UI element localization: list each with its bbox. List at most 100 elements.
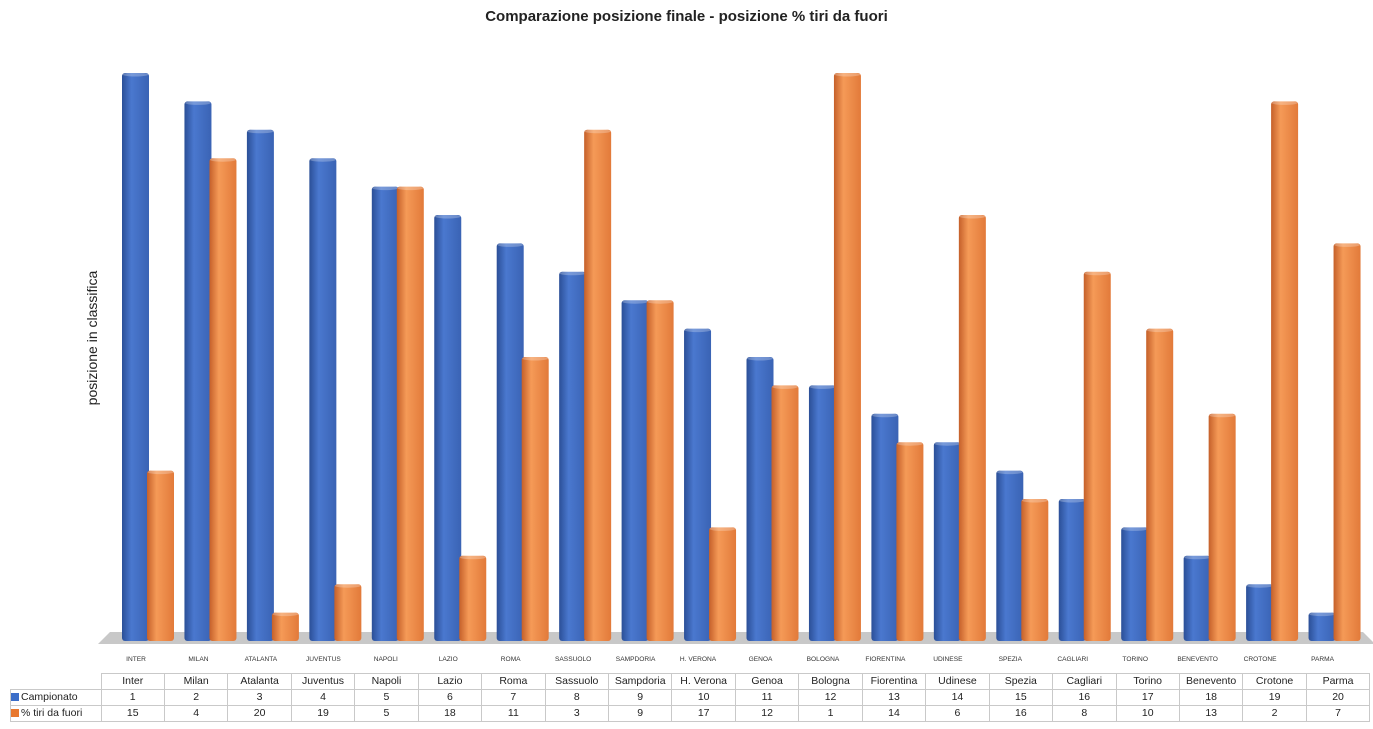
- table-header-cell: Fiorentina: [861, 673, 927, 690]
- table-cell: 19: [1242, 689, 1307, 706]
- legend-label: % tiri da fuori: [21, 707, 83, 719]
- legend-tiri-da-fuori: % tiri da fuori: [10, 705, 102, 722]
- bar-tiri-da-fuori-5: [459, 555, 487, 641]
- table-header-cell: Inter: [100, 673, 165, 690]
- table-cell: 8: [1052, 705, 1117, 722]
- bar-campionato-3: [309, 157, 337, 641]
- table-header-cell: Napoli: [354, 673, 419, 690]
- table-header-cell: H. Verona: [671, 673, 736, 690]
- bar-campionato-5: [434, 214, 462, 641]
- table-corner: [10, 673, 102, 690]
- bar-campionato-2: [246, 129, 274, 642]
- bar-campionato-1: [184, 100, 212, 641]
- table-header-cell: Sassuolo: [544, 673, 610, 690]
- bar-campionato-11: [808, 384, 836, 641]
- x-tick-label-12: FIORENTINA: [865, 656, 906, 663]
- x-tick-label-3: JUVENTUS: [306, 656, 341, 663]
- bar-tiri-da-fuori-4: [396, 186, 424, 641]
- table-cell: 14: [861, 705, 927, 722]
- legend-label: Campionato: [21, 691, 78, 703]
- table-cell: 11: [481, 705, 546, 722]
- bar-campionato-14: [996, 470, 1024, 641]
- bar-campionato-6: [496, 242, 524, 641]
- bar-campionato-16: [1121, 526, 1149, 641]
- table-cell: 2: [163, 689, 229, 706]
- table-header-cell: Roma: [481, 673, 546, 690]
- table-header-cell: Atalanta: [227, 673, 292, 690]
- table-header-cell: Juventus: [290, 673, 356, 690]
- table-header-cell: Genoa: [734, 673, 800, 690]
- x-tick-label-13: UDINESE: [933, 656, 963, 663]
- table-cell: 6: [925, 705, 990, 722]
- bar-tiri-da-fuori-16: [1146, 328, 1174, 641]
- table-cell: 9: [607, 689, 673, 706]
- table-cell: 7: [481, 689, 546, 706]
- table-cell: 17: [671, 705, 736, 722]
- bar-campionato-0: [122, 72, 149, 641]
- table-cell: 20: [227, 705, 292, 722]
- x-tick-label-4: NAPOLI: [374, 656, 398, 663]
- legend-key-icon: [11, 693, 19, 701]
- table-cell: 13: [1178, 705, 1244, 722]
- bar-tiri-da-fuori-7: [584, 129, 612, 642]
- bar-tiri-da-fuori-14: [1021, 498, 1049, 641]
- data-table: Inter Milan Atalanta Juventus Napoli Lazio Rom…: [10, 673, 1371, 722]
- table-cell: 20: [1305, 689, 1371, 706]
- bar-tiri-da-fuori-0: [147, 470, 174, 641]
- table-cell: 3: [544, 705, 610, 722]
- bar-tiri-da-fuori-1: [209, 157, 237, 641]
- bar-campionato-15: [1058, 498, 1086, 641]
- table-header-cell: Milan: [163, 673, 229, 690]
- x-tick-label-10: GENOA: [749, 656, 773, 663]
- bar-tiri-da-fuori-17: [1208, 413, 1236, 641]
- table-cell: 12: [798, 689, 863, 706]
- bar-campionato-7: [559, 271, 587, 641]
- table-cell: 15: [100, 705, 165, 722]
- chart-title: Comparazione posizione finale - posizion…: [485, 8, 888, 25]
- bar-tiri-da-fuori-10: [771, 384, 799, 641]
- table-cell: 17: [1115, 689, 1180, 706]
- x-tick-label-15: CAGLIARI: [1057, 656, 1088, 663]
- table-cell: 5: [354, 689, 419, 706]
- bar-campionato-8: [621, 299, 649, 641]
- table-cell: 1: [100, 689, 165, 706]
- x-tick-label-7: SASSUOLO: [555, 656, 591, 663]
- table-cell: 10: [1115, 705, 1180, 722]
- bar-campionato-17: [1183, 555, 1211, 641]
- table-header-cell: Parma: [1305, 673, 1371, 690]
- bar-campionato-9: [684, 328, 712, 641]
- table-header-cell: Benevento: [1178, 673, 1244, 690]
- table-cell: 6: [417, 689, 483, 706]
- table-cell: 15: [988, 689, 1054, 706]
- table-cell: 7: [1305, 705, 1371, 722]
- x-tick-label-17: BENEVENTO: [1177, 656, 1218, 663]
- bar-campionato-12: [871, 413, 899, 641]
- x-tick-label-9: H. VERONA: [680, 656, 717, 663]
- table-cell: 5: [354, 705, 419, 722]
- legend-campionato: Campionato: [10, 689, 102, 706]
- table-row: % tiri da fuori 15 4 20 19 5 18 11 3 9 17 12 1 14 6 16 8…: [10, 705, 1371, 722]
- x-tick-label-16: TORINO: [1122, 656, 1148, 663]
- bar-campionato-18: [1246, 583, 1274, 641]
- bar-tiri-da-fuori-3: [334, 583, 362, 641]
- table-cell: 1: [798, 705, 863, 722]
- table-header-cell: Sampdoria: [607, 673, 673, 690]
- x-tick-label-19: PARMA: [1311, 656, 1335, 663]
- bar-tiri-da-fuori-19: [1333, 242, 1361, 641]
- table-cell: 9: [607, 705, 673, 722]
- table-cell: 18: [1178, 689, 1244, 706]
- legend-key-icon: [11, 709, 19, 717]
- table-header-cell: Cagliari: [1052, 673, 1117, 690]
- table-cell: 13: [861, 689, 927, 706]
- bar-group: [122, 72, 1361, 642]
- x-tick-label-0: INTER: [126, 656, 146, 663]
- table-cell: 10: [671, 689, 736, 706]
- table-cell: 8: [544, 689, 610, 706]
- bar-campionato-10: [746, 356, 774, 641]
- bar-campionato-4: [371, 186, 399, 641]
- bar-tiri-da-fuori-13: [958, 214, 986, 641]
- table-cell: 18: [417, 705, 483, 722]
- table-cell: 14: [925, 689, 990, 706]
- table-cell: 3: [227, 689, 292, 706]
